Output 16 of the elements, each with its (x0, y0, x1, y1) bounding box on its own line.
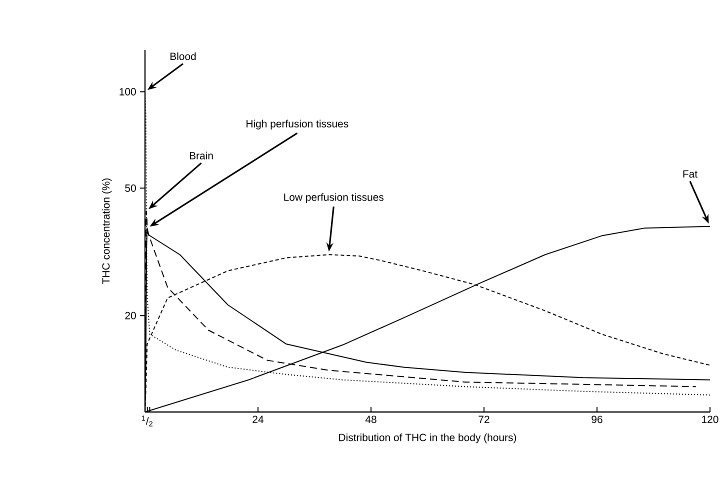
x-tick-label: 96 (592, 416, 602, 424)
x-tick-label: 48 (365, 416, 376, 424)
x-tick-label: $^{1}$/$_{2}$ (142, 416, 153, 426)
y-axis-title: THC concentration (%) (102, 178, 112, 284)
text: Fat (683, 170, 698, 178)
y-tick-label: 50 (125, 184, 136, 192)
text: High perfusion tissues (246, 120, 348, 130)
y-tick-label: 100 (120, 88, 136, 96)
text: Blood (170, 52, 196, 60)
x-axis-title: Distribution of THC in the body (hours) (339, 433, 516, 444)
text: Low perfusion tissues (284, 193, 384, 203)
x-tick-label: 120 (702, 416, 718, 424)
x-tick-label: 72 (478, 416, 490, 423)
y-tick-label: 20 (125, 312, 136, 320)
x-tick-label: 24 (252, 416, 264, 423)
text: Brain (190, 152, 213, 160)
